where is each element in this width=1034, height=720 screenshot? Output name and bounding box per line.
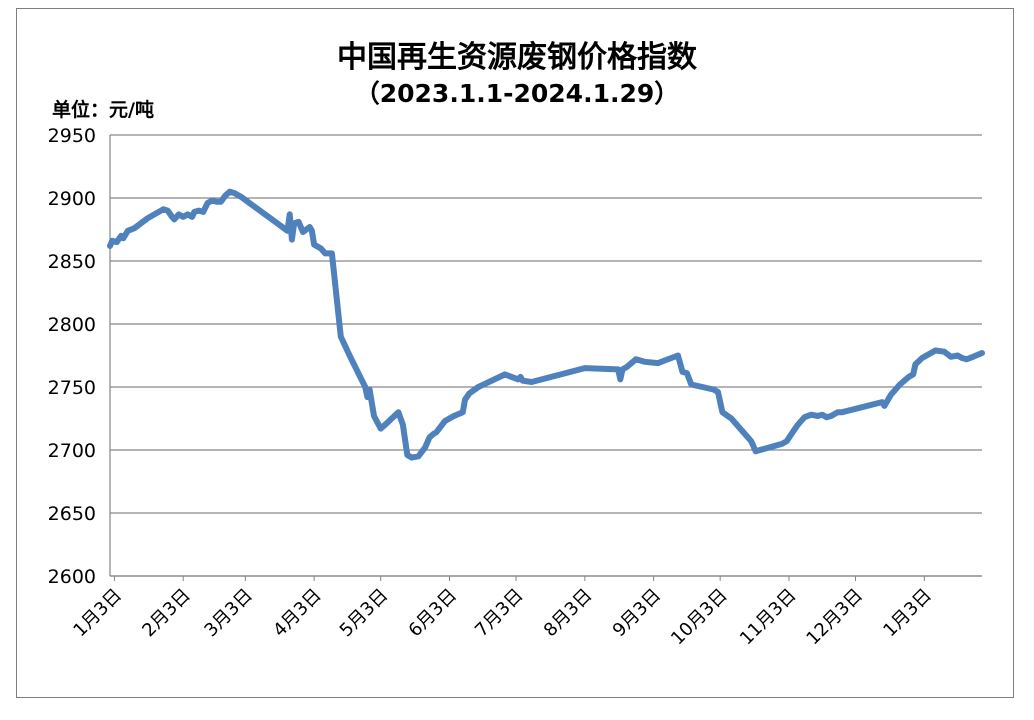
x-tick-label: 5月3日	[336, 585, 393, 642]
x-tick-label: 10月3日	[667, 585, 732, 650]
x-tick-label: 6月3日	[405, 585, 462, 642]
x-tick-label: 8月3日	[540, 585, 597, 642]
y-tick-label: 2750	[48, 377, 96, 399]
x-tick-label: 2月3日	[138, 585, 195, 642]
x-tick-label: 11月3日	[736, 585, 801, 650]
chart-subtitle: （2023.1.1-2024.1.29）	[354, 79, 680, 108]
series-line-0	[107, 188, 985, 461]
unit-label: 单位：元/吨	[52, 99, 154, 121]
x-tick-label: 9月3日	[609, 585, 666, 642]
y-tick-label: 2800	[48, 314, 96, 336]
chart-title: 中国再生资源废钢价格指数	[337, 40, 697, 75]
x-tick-label: 7月3日	[471, 585, 528, 642]
x-tick-label: 1月3日	[879, 585, 936, 642]
y-tick-label: 2650	[48, 503, 96, 525]
x-tick-label: 3月3日	[200, 585, 257, 642]
y-tick-label: 2600	[48, 566, 96, 588]
y-tick-label: 2900	[48, 188, 96, 210]
y-tick-label: 2950	[48, 125, 96, 147]
x-tick-label: 1月3日	[69, 585, 126, 642]
y-tick-label: 2850	[48, 251, 96, 273]
y-tick-label: 2700	[48, 440, 96, 462]
x-tick-label: 4月3日	[269, 585, 326, 642]
x-tick-label: 12月3日	[802, 585, 867, 650]
chart-frame	[16, 8, 1014, 698]
